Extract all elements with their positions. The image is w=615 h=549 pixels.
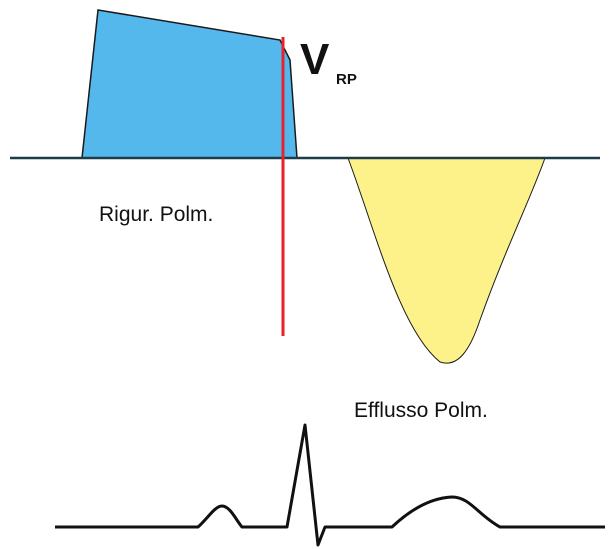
v-subscript: RP — [336, 71, 357, 88]
ecg-trace — [55, 423, 605, 547]
regurgitation-label: Rigur. Polm. — [99, 203, 213, 226]
outflow-flow — [347, 157, 546, 364]
outflow-label: Efflusso Polm. — [354, 399, 488, 422]
v-label: V — [300, 35, 330, 84]
regurgitation-flow — [81, 9, 298, 159]
